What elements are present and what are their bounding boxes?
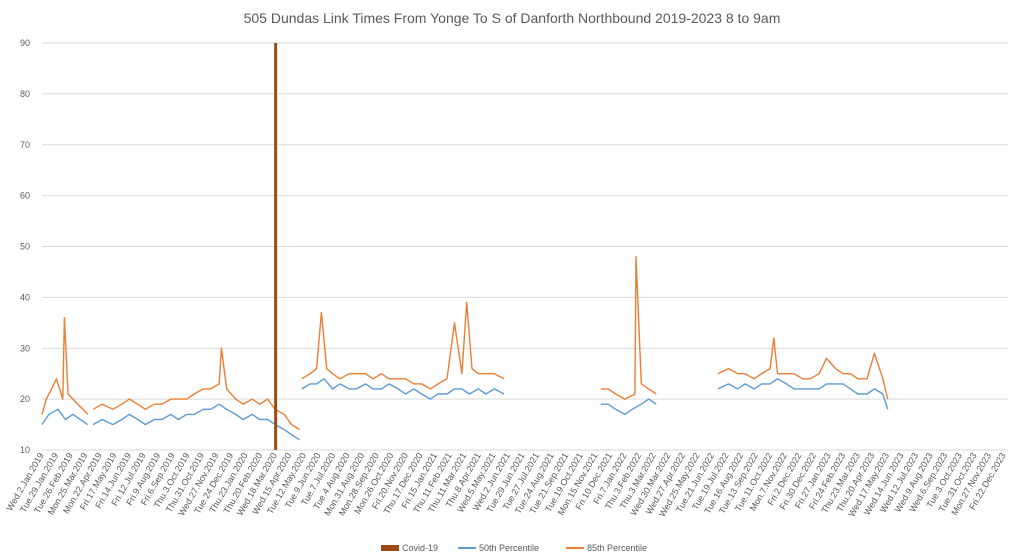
y-tick-label: 40 [20, 292, 30, 302]
y-tick-label: 80 [20, 89, 30, 99]
series-p50-line [92, 403, 300, 441]
y-tick-label: 50 [20, 242, 30, 252]
chart-title: 505 Dundas Link Times From Yonge To S of… [244, 10, 781, 26]
covid-marker-bar [274, 43, 278, 450]
y-tick-label: 70 [20, 140, 30, 150]
series-p85-line [92, 347, 300, 431]
series-p50-line [301, 378, 505, 400]
series-p85-line [41, 317, 89, 415]
y-tick-label: 20 [20, 394, 30, 404]
y-tick-label: 30 [20, 343, 30, 353]
series-p50-line [600, 398, 657, 416]
y-tick-label: 10 [20, 445, 30, 455]
legend-label-covid: Covid-19 [402, 543, 438, 553]
series-p50-line [717, 378, 889, 410]
legend-label-p85: 85th Percentile [587, 543, 647, 553]
series-p50-line [41, 408, 89, 426]
series-p85-line [717, 337, 889, 400]
y-tick-label: 90 [20, 38, 30, 48]
legend: Covid-19 50th Percentile 85th Percentile [381, 543, 647, 553]
legend-label-p50: 50th Percentile [479, 543, 539, 553]
x-axis: Wed.2.Jan.2019Tue.29.Jan.2019Tue.26.Feb.… [4, 451, 1007, 519]
series-lines [41, 43, 889, 450]
legend-swatch-covid [381, 545, 399, 551]
y-axis: 10 20 30 40 50 60 70 80 90 [20, 38, 30, 455]
gridlines [42, 42, 1008, 451]
series-p85-line [600, 256, 657, 400]
series-p85-line [301, 301, 505, 390]
y-tick-label: 60 [20, 191, 30, 201]
